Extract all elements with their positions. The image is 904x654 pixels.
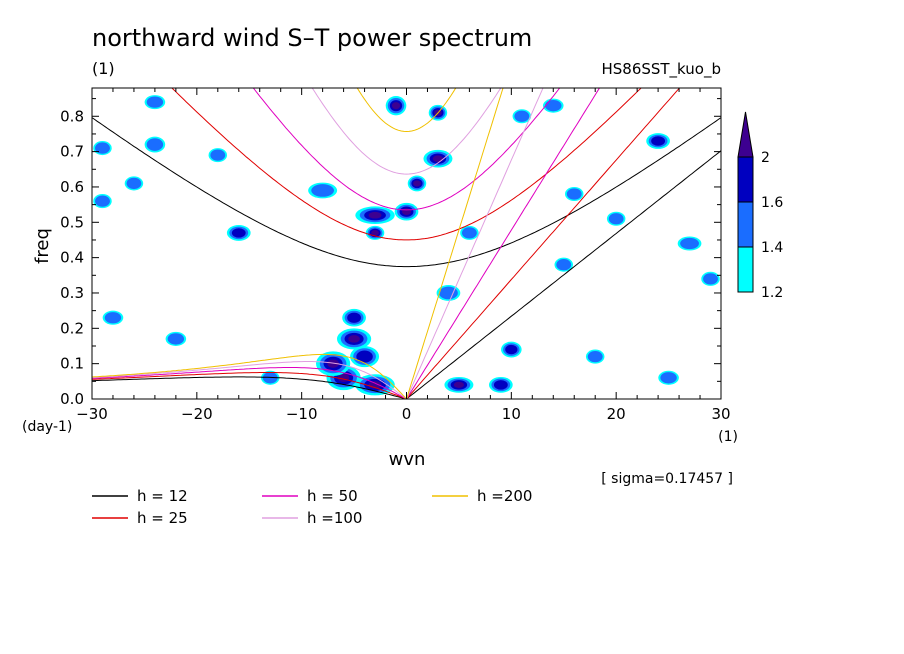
chart-title: northward wind S–T power spectrum	[92, 24, 532, 52]
contour-blob-31-level-1	[660, 372, 677, 384]
colorbar-label: 1.2	[761, 285, 783, 301]
contour-blob-25-level-1	[311, 184, 334, 197]
kelvin-curve-25	[406, 88, 681, 399]
colorbar-label: 1.4	[761, 240, 783, 256]
y-tick-label: 0.1	[60, 355, 84, 373]
contour-blob-35-level-1	[146, 96, 164, 108]
y-tick-label: 0.5	[60, 213, 84, 231]
x-tick-label: 0	[402, 405, 412, 423]
y-axis-unit: (day-1)	[22, 419, 72, 435]
ig-curve-12	[92, 117, 721, 268]
legend-label-100: h =100	[307, 509, 362, 527]
colorbar-arrow	[737, 111, 754, 158]
contour-blob-27-level-1	[104, 312, 122, 324]
kelvin-curve-100	[406, 88, 544, 399]
ig-curve-200	[356, 88, 457, 133]
legend-label-12: h = 12	[137, 487, 188, 505]
contour-blob-3-level-3	[348, 335, 360, 343]
rossby-curve-100	[92, 361, 407, 399]
y-tick-label: 0.6	[60, 178, 84, 196]
contour-blob-38-level-1	[566, 188, 582, 200]
contour-blob-28-level-1	[680, 237, 699, 250]
contour-blob-26-level-1	[167, 333, 185, 345]
x-tick-label: 30	[711, 405, 730, 423]
contour-blob-24-level-1	[461, 227, 477, 239]
kelvin-curve-50	[406, 88, 601, 399]
colorbar-box	[737, 156, 754, 203]
spectrum-contours	[93, 95, 720, 396]
x-tick-label: 10	[502, 405, 521, 423]
contour-blob-19-level-1	[95, 142, 110, 154]
y-tick-label: 0.4	[60, 249, 84, 267]
kelvin-curve-200	[406, 88, 504, 399]
contour-blob-7-level-2	[493, 380, 508, 390]
y-axis-label: freq	[32, 228, 53, 264]
contour-blob-18-level-2	[651, 136, 666, 146]
legend: h = 12 h = 25 h = 50 h =100 h =200	[92, 487, 532, 527]
contour-blob-16-level-2	[231, 228, 246, 238]
rossby-curve-50	[92, 367, 407, 399]
dispersion-curves	[92, 88, 721, 399]
x-tick-label: −20	[181, 405, 213, 423]
kelvin-curve-12	[406, 150, 721, 399]
rossby-curve-200	[92, 353, 407, 399]
contour-blob-33-level-1	[514, 110, 530, 122]
contour-blob-14-level-3	[391, 102, 401, 110]
experiment-label: HS86SST_kuo_b	[601, 60, 721, 79]
contour-blob-11-level-3	[371, 230, 379, 236]
x-tick-label: −30	[76, 405, 108, 423]
contour-blob-13-level-3	[432, 155, 444, 163]
plot-background	[92, 88, 721, 399]
contour-blob-6-level-3	[453, 381, 465, 388]
legend-label-25: h = 25	[137, 509, 188, 527]
contour-blob-9-level-3	[368, 211, 382, 219]
contour-blob-21-level-1	[608, 213, 624, 225]
contour-blob-4-level-2	[347, 312, 362, 323]
contour-blob-30-level-1	[587, 350, 603, 363]
colorbar-box	[737, 201, 754, 248]
ig-curve-25	[171, 88, 642, 241]
sigma-label: [ sigma=0.17457 ]	[601, 471, 733, 487]
colorbar-box	[737, 246, 754, 293]
contour-blob-2-level-3	[327, 359, 339, 368]
y-tick-label: 0.7	[60, 143, 84, 161]
contour-blob-37-level-1	[210, 149, 226, 161]
contour-blob-23-level-1	[439, 286, 458, 300]
axes: −30 −20 −10 0 10 20 30 0.0 0.1 0.2 0.3 0.4 0.5 0.6 0.7…	[60, 88, 731, 423]
y-tick-label: 0.8	[60, 107, 84, 125]
x-tick-label: 20	[607, 405, 626, 423]
contour-blob-20-level-1	[126, 177, 142, 190]
y-tick-label: 0.3	[60, 284, 84, 302]
y-tick-label: 0.0	[60, 390, 84, 408]
legend-label-200: h =200	[477, 487, 532, 505]
contour-blob-34-level-1	[545, 100, 562, 112]
contour-blob-36-level-1	[95, 195, 110, 207]
rossby-curve-25	[92, 372, 407, 399]
contour-blob-8-level-2	[505, 344, 518, 355]
x-axis-unit: (1)	[718, 429, 738, 445]
ig-curve-50	[252, 88, 561, 211]
ig-curve-100	[311, 88, 502, 175]
rossby-curve-12	[92, 376, 407, 399]
contour-blob-12-level-3	[413, 180, 421, 187]
x-tick-label: −10	[286, 405, 318, 423]
colorbar-label: 2	[761, 150, 770, 166]
x-axis-label: wvn	[389, 449, 426, 470]
contour-blob-17-level-1	[146, 138, 164, 151]
colorbar-label: 1.6	[761, 195, 783, 211]
contour-blob-22-level-1	[556, 259, 572, 271]
y-tick-label: 0.2	[60, 319, 84, 337]
contour-blob-29-level-1	[703, 273, 718, 285]
legend-label-50: h = 50	[307, 487, 358, 505]
colorbar: 1.2 1.4 1.6 2	[737, 111, 783, 301]
chart-subtitle: (1)	[92, 59, 115, 78]
contour-blob-5-level-2	[356, 350, 373, 363]
